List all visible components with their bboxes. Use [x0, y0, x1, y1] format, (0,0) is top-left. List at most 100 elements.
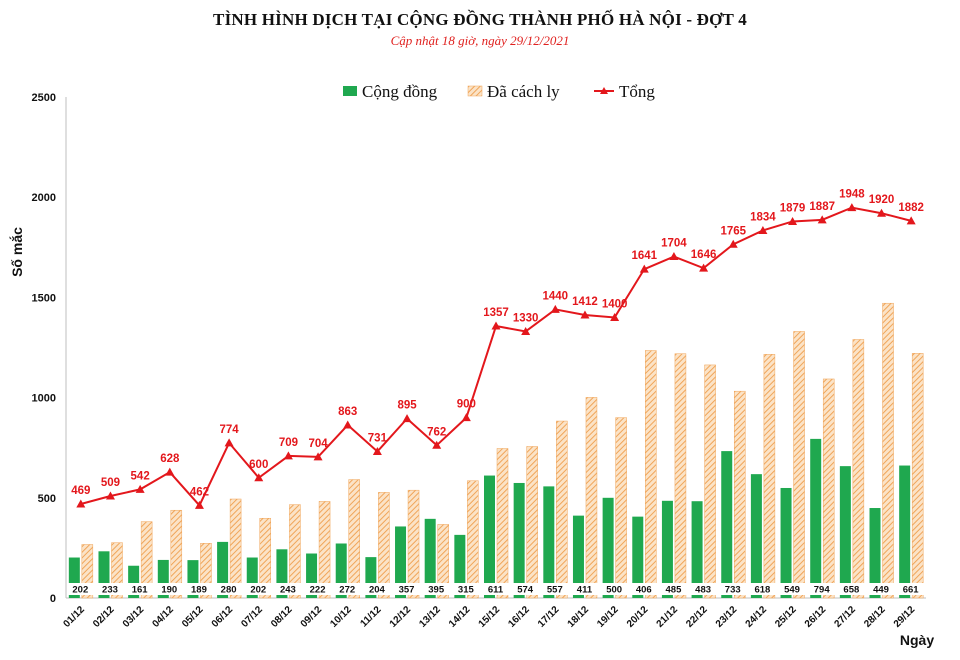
marker-tong: [877, 208, 887, 217]
plot-area: 0500100015002000250020201/1223302/121610…: [32, 92, 926, 630]
data-label-cong-dong: 272: [339, 585, 355, 596]
data-label-cong-dong: 483: [695, 585, 711, 596]
bar-cong-dong: [661, 500, 673, 598]
data-label-bg: [867, 583, 895, 595]
x-tick-label: 15/12: [477, 604, 503, 630]
bar-da-cach-ly: [200, 543, 212, 599]
marker-tong: [372, 447, 382, 456]
data-label-tong: 600: [249, 459, 268, 471]
bar-cong-dong: [780, 487, 792, 598]
bar-da-cach-ly: [645, 350, 657, 599]
bar-da-cach-ly: [81, 544, 94, 599]
x-tick-label: 08/12: [269, 604, 295, 630]
marker-tong: [847, 203, 857, 212]
bar-cong-dong: [572, 515, 584, 598]
marker-tong: [283, 451, 293, 460]
marker-tong: [105, 491, 115, 500]
bar-cong-dong: [276, 549, 288, 598]
data-label-tong: 895: [397, 400, 417, 412]
bar-cong-dong: [513, 482, 525, 598]
bar-cong-dong: [306, 553, 318, 598]
bar-cong-dong: [157, 559, 169, 598]
data-label-tong: 1357: [483, 307, 509, 319]
data-label-cong-dong: 315: [458, 585, 475, 596]
data-label-tong: 1412: [572, 296, 598, 308]
legend-swatch-da-cach-ly: [467, 85, 483, 97]
marker-tong: [461, 413, 471, 422]
marker-tong: [343, 420, 353, 429]
data-label-bg: [689, 583, 717, 595]
x-tick-label: 10/12: [328, 604, 354, 630]
y-tick-label: 1000: [32, 393, 56, 405]
data-label-bg: [482, 583, 509, 595]
legend-label-tong: Tổng: [619, 82, 655, 101]
x-tick-label: 16/12: [506, 604, 532, 630]
marker-tong: [135, 484, 145, 493]
bar-cong-dong: [335, 543, 347, 598]
data-label-bg: [600, 583, 628, 595]
bar-da-cach-ly: [140, 521, 153, 599]
marker-tong: [194, 500, 204, 509]
x-tick-label: 20/12: [625, 604, 651, 630]
data-label-tong: 542: [131, 470, 150, 482]
data-label-bg: [630, 583, 658, 595]
bar-da-cach-ly: [111, 542, 123, 599]
x-tick-label: 25/12: [773, 604, 799, 630]
data-label-bg: [897, 583, 925, 595]
y-tick-label: 500: [38, 493, 56, 505]
data-label-cong-dong: 500: [606, 585, 622, 596]
line-tong: [80, 206, 912, 508]
bar-da-cach-ly: [822, 378, 835, 599]
legend-label-cong-dong: Cộng đồng: [362, 82, 438, 101]
marker-tong: [788, 216, 798, 225]
data-label-cong-dong: 557: [547, 585, 563, 596]
x-tick-label: 27/12: [833, 604, 859, 630]
x-tick-label: 06/12: [210, 604, 236, 630]
data-label-tong: 863: [338, 406, 357, 418]
bar-da-cach-ly: [793, 331, 805, 599]
data-label-cong-dong: 233: [102, 585, 118, 596]
bar-cong-dong: [602, 497, 614, 598]
marker-tong: [639, 264, 649, 273]
bar-da-cach-ly: [704, 364, 716, 599]
data-label-tong: 704: [308, 438, 328, 450]
data-label-tong: 762: [427, 426, 446, 438]
data-label-tong: 628: [160, 453, 180, 465]
x-tick-label: 01/12: [61, 604, 87, 630]
data-label-cong-dong: 618: [754, 585, 770, 596]
bar-da-cach-ly: [229, 498, 242, 599]
data-label-bg: [659, 583, 687, 595]
data-label-cong-dong: 485: [666, 585, 683, 596]
data-label-tong: 469: [71, 485, 90, 497]
bar-da-cach-ly: [911, 353, 924, 599]
x-tick-label: 22/12: [684, 604, 710, 630]
x-tick-label: 18/12: [566, 604, 592, 630]
bar-da-cach-ly: [585, 397, 598, 599]
data-label-cong-dong: 395: [428, 585, 445, 596]
x-tick-label: 23/12: [714, 604, 740, 630]
bar-da-cach-ly: [348, 479, 360, 599]
data-label-bg: [837, 583, 865, 595]
x-tick-label: 03/12: [121, 604, 147, 630]
bar-cong-dong: [187, 560, 199, 598]
data-label-bg: [719, 583, 747, 595]
data-label-bg: [511, 583, 539, 595]
x-tick-label: 17/12: [536, 604, 562, 630]
legend-marker-tong: [600, 87, 608, 94]
bar-da-cach-ly: [852, 339, 865, 599]
bar-cong-dong: [691, 501, 703, 598]
x-tick-label: 09/12: [299, 604, 325, 630]
data-label-tong: 1440: [543, 290, 569, 302]
marker-tong: [580, 310, 590, 319]
marker-tong: [550, 304, 560, 313]
data-label-cong-dong: 661: [903, 585, 920, 596]
data-label-tong: 1641: [631, 250, 657, 262]
x-tick-label: 26/12: [803, 604, 829, 630]
data-label-cong-dong: 190: [161, 585, 177, 596]
data-label-cong-dong: 406: [636, 585, 652, 596]
data-label-cong-dong: 243: [280, 585, 296, 596]
x-tick-label: 12/12: [388, 604, 414, 630]
bar-cong-dong: [365, 557, 377, 598]
bar-cong-dong: [454, 534, 466, 598]
y-tick-label: 2500: [32, 92, 56, 104]
